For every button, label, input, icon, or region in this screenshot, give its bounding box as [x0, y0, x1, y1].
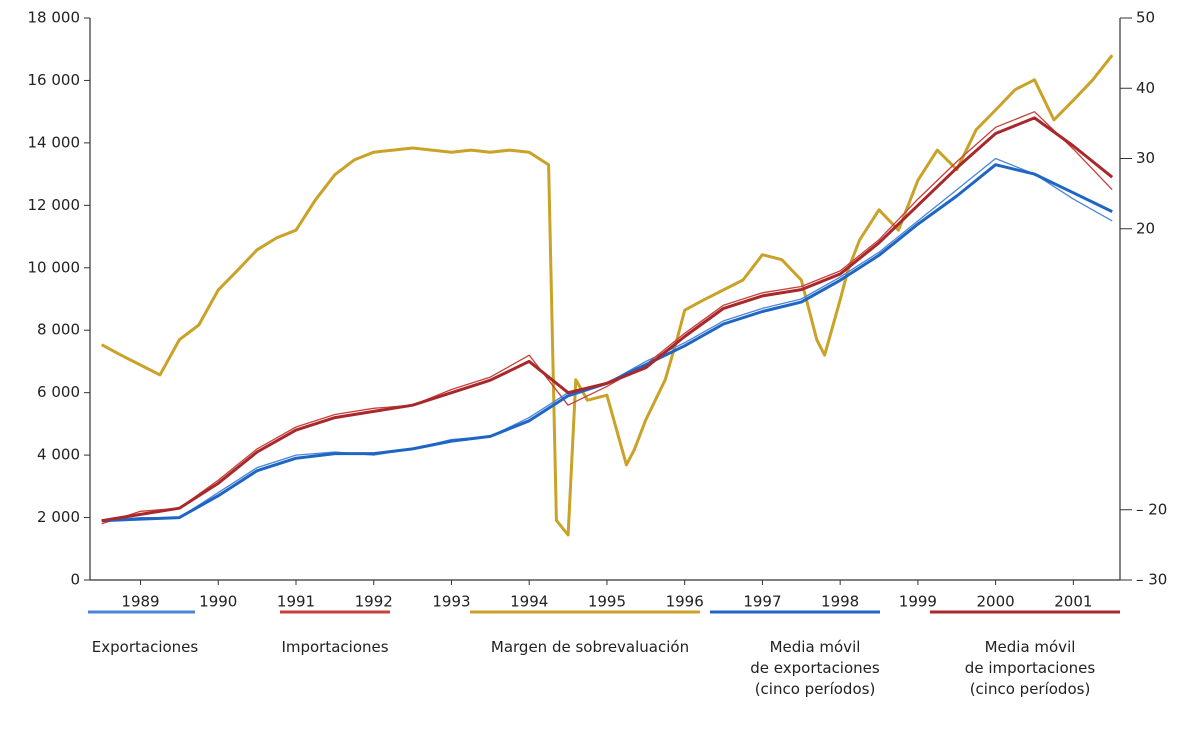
y-tick-label: 16 000	[28, 71, 81, 89]
x-tick-label: 1994	[510, 593, 548, 611]
y-tick-label: 10 000	[28, 258, 81, 276]
y2-tick-label: – 30	[1136, 571, 1167, 589]
series-line	[100, 54, 1114, 537]
y-tick-label: 0	[70, 571, 80, 589]
x-tick-label: 2001	[1054, 593, 1092, 611]
y-tick-label: 8 000	[37, 321, 80, 339]
legend-label: Media móvil de exportaciones (cinco perí…	[750, 638, 880, 698]
legend-label: Media móvil de importaciones (cinco perí…	[964, 638, 1096, 698]
x-tick-label: 1990	[199, 593, 237, 611]
x-tick-label: 1996	[666, 593, 704, 611]
y2-tick-label: 40	[1136, 79, 1155, 97]
x-tick-label: 2000	[977, 593, 1015, 611]
y-tick-label: 2 000	[37, 508, 80, 526]
series-line	[101, 111, 1113, 525]
y-tick-label: 18 000	[28, 9, 81, 27]
x-tick-label: 1993	[432, 593, 470, 611]
y-tick-label: 14 000	[28, 133, 81, 151]
x-tick-label: 1992	[355, 593, 393, 611]
legend-label: Exportaciones	[91, 638, 199, 656]
x-tick-label: 1999	[899, 593, 937, 611]
y2-tick-label: 30	[1136, 149, 1155, 167]
x-tick-label: 1991	[277, 593, 315, 611]
y-tick-label: 6 000	[37, 383, 80, 401]
y2-tick-label: 20	[1136, 219, 1155, 237]
x-tick-label: 1998	[821, 593, 859, 611]
y2-tick-label: – 20	[1136, 500, 1167, 518]
legend-label: Margen de sobrevaluación	[490, 638, 690, 656]
y2-tick-label: 50	[1136, 9, 1155, 27]
x-tick-label: 1997	[743, 593, 781, 611]
series-line	[101, 157, 1113, 522]
series-line	[101, 116, 1114, 523]
series-line	[101, 163, 1113, 523]
x-tick-label: 1989	[121, 593, 159, 611]
y-tick-label: 4 000	[37, 446, 80, 464]
y-tick-label: 12 000	[28, 196, 81, 214]
legend-label: Importaciones	[281, 638, 389, 656]
x-tick-label: 1995	[588, 593, 626, 611]
